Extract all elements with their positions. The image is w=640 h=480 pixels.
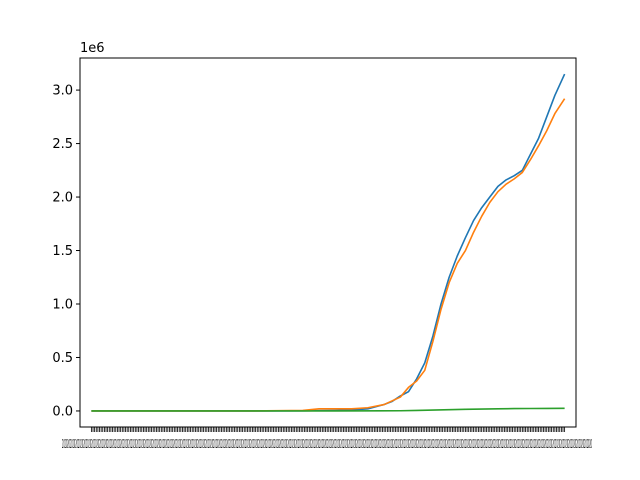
y-tick-label: 0.5 xyxy=(52,351,73,366)
series-line-1 xyxy=(91,73,566,412)
y-tick-label: 3.0 xyxy=(52,84,73,99)
x-axis: 2020202020202020202020202020202020202020… xyxy=(62,427,592,451)
y-tick-label: 2.5 xyxy=(52,137,73,152)
y-axis-offset-label: 1e6 xyxy=(80,41,105,56)
y-tick-label: 1.5 xyxy=(52,244,73,259)
y-tick-label: 0.0 xyxy=(52,404,73,419)
series-line-3 xyxy=(91,407,565,412)
axes-frame xyxy=(79,57,577,428)
x-tick-labels: 2020202020202020202020202020202020202020… xyxy=(62,437,592,451)
series-line-2 xyxy=(91,98,566,412)
y-axis: 0.0 0.5 1.0 1.5 2.0 2.5 3.0 xyxy=(52,84,80,419)
y-tick-label: 2.0 xyxy=(52,191,73,206)
y-tick-label: 1.0 xyxy=(52,298,73,313)
plot-area xyxy=(91,73,566,412)
